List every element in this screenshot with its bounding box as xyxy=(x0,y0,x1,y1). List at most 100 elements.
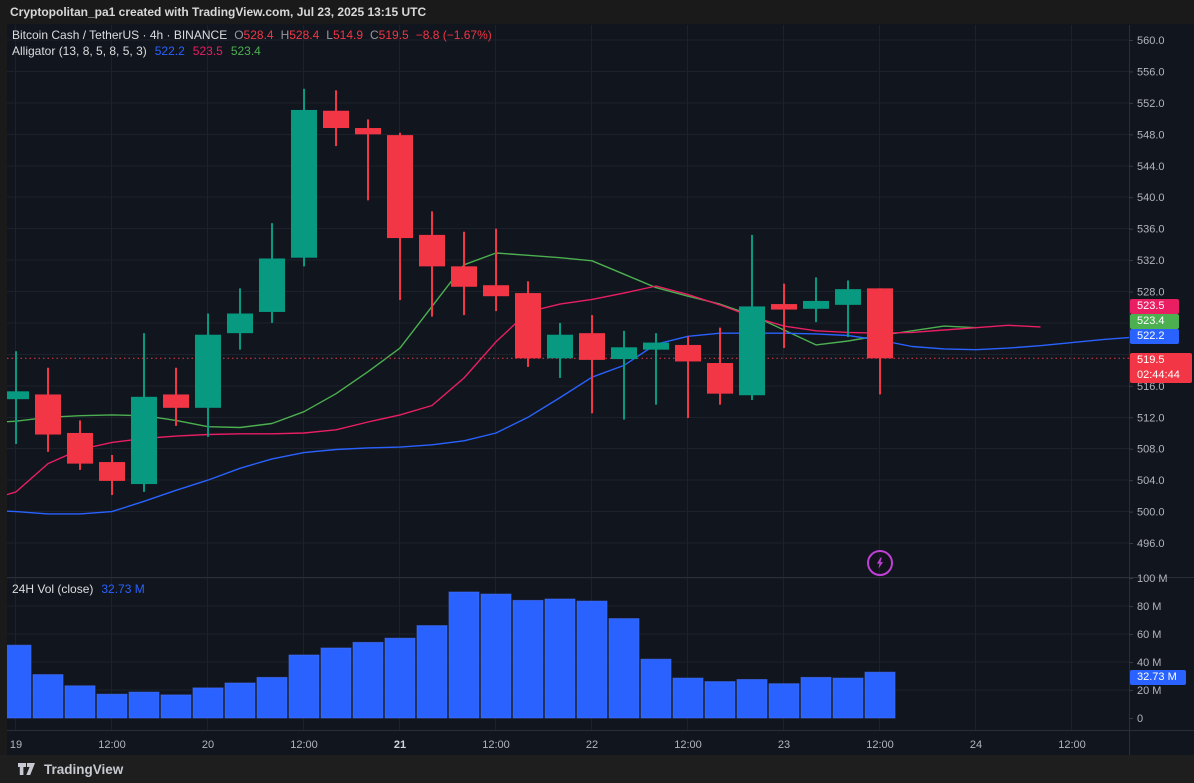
volume-value: 32.73 M xyxy=(101,582,145,596)
volume-bar[interactable] xyxy=(576,600,608,719)
last-price-value: 519.5 xyxy=(1137,354,1165,366)
alligator-lips-value: 523.4 xyxy=(230,44,261,58)
volume-bar[interactable] xyxy=(128,691,160,719)
price-axis-label: 552.0 xyxy=(1137,98,1165,110)
price-axis-label: 556.0 xyxy=(1137,66,1165,78)
volume-bar[interactable] xyxy=(416,625,448,719)
volume-bar[interactable] xyxy=(384,637,416,719)
volume-bar[interactable] xyxy=(512,599,544,719)
volume-axis-label: 100 M xyxy=(1137,573,1168,585)
volume-bar[interactable] xyxy=(864,671,896,719)
candle-body[interactable] xyxy=(867,288,893,359)
volume-indicator-title[interactable]: 24H Vol (close) xyxy=(12,582,94,596)
axis-labels[interactable]: 560.0 556.0 552.0 548.0 544.0 540.0 536.0 532.0… xyxy=(10,35,1168,751)
volume-bar[interactable] xyxy=(32,674,64,719)
time-axis-label: 12:00 xyxy=(866,739,894,751)
volume-bars-layer[interactable] xyxy=(1,591,896,719)
candle-body[interactable] xyxy=(739,306,765,396)
axis-frame xyxy=(7,25,1194,755)
time-axis-label: 12:00 xyxy=(482,739,510,751)
volume-bar[interactable] xyxy=(672,677,704,719)
candle-body[interactable] xyxy=(35,394,61,435)
candle-body[interactable] xyxy=(419,234,445,267)
candle-body[interactable] xyxy=(67,432,93,464)
volume-bar[interactable] xyxy=(288,654,320,719)
price-axis-label: 540.0 xyxy=(1137,192,1165,204)
volume-bar[interactable] xyxy=(352,641,384,719)
candle-body[interactable] xyxy=(611,347,637,360)
last-price-badge: 519.5 02:44:44 xyxy=(1130,353,1192,383)
volume-legend-row[interactable]: 24H Vol (close) 32.73 M xyxy=(12,582,145,596)
volume-bar[interactable] xyxy=(544,598,576,719)
candle-body[interactable] xyxy=(387,135,413,239)
alligator-indicator-title[interactable]: Alligator (13, 8, 5, 8, 5, 3) xyxy=(12,44,147,58)
volume-bar[interactable] xyxy=(640,658,672,719)
volume-bar[interactable] xyxy=(160,694,192,719)
time-axis-label: 23 xyxy=(778,739,790,751)
candle-body[interactable] xyxy=(451,266,477,287)
ohlc-low: L 514.9 xyxy=(326,28,363,42)
volume-bar[interactable] xyxy=(64,685,96,719)
volume-bar[interactable] xyxy=(192,687,224,719)
candle-body[interactable] xyxy=(99,462,125,481)
symbol-title[interactable]: Bitcoin Cash / TetherUS · 4h · BINANCE xyxy=(12,28,228,42)
price-axis-label: 528.0 xyxy=(1137,287,1165,299)
volume-bar[interactable] xyxy=(832,677,864,719)
candle-body[interactable] xyxy=(803,300,829,309)
candle-body[interactable] xyxy=(771,304,797,310)
candle-body[interactable] xyxy=(835,289,861,305)
volume-bar[interactable] xyxy=(1,644,32,719)
candle-body[interactable] xyxy=(515,293,541,359)
price-axis-label: 532.0 xyxy=(1137,255,1165,267)
candle-body[interactable] xyxy=(675,344,701,362)
tradingview-logo-icon[interactable] xyxy=(17,761,36,777)
candle-body[interactable] xyxy=(707,363,733,394)
volume-axis-label: 20 M xyxy=(1137,685,1161,697)
time-axis-label: 12:00 xyxy=(1058,739,1086,751)
volume-bar[interactable] xyxy=(448,591,480,719)
candle-body[interactable] xyxy=(579,333,605,360)
candle-body[interactable] xyxy=(227,313,253,334)
candle-body[interactable] xyxy=(131,396,157,485)
volume-bar[interactable] xyxy=(736,679,768,719)
candle-body[interactable] xyxy=(547,334,573,359)
volume-bar[interactable] xyxy=(480,593,512,719)
volume-bar[interactable] xyxy=(320,647,352,719)
candles-layer[interactable] xyxy=(3,88,893,496)
candle-body[interactable] xyxy=(323,110,349,129)
tradingview-brand[interactable]: TradingView xyxy=(44,761,124,777)
volume-bar[interactable] xyxy=(768,683,800,719)
candle-body[interactable] xyxy=(483,285,509,297)
price-axis-label: 536.0 xyxy=(1137,224,1165,236)
volume-bar[interactable] xyxy=(224,682,256,719)
volume-bar[interactable] xyxy=(608,618,640,719)
time-axis-label: 24 xyxy=(970,739,982,751)
left-frame-strip xyxy=(0,24,7,755)
time-axis-label: 19 xyxy=(10,739,22,751)
volume-bar[interactable] xyxy=(256,676,288,719)
volume-axis-label: 40 M xyxy=(1137,657,1161,669)
volume-axis-label: 80 M xyxy=(1137,601,1161,613)
candle-body[interactable] xyxy=(259,258,285,312)
candle-body[interactable] xyxy=(291,109,317,258)
volume-axis-badge: 32.73 M xyxy=(1130,670,1186,685)
volume-bar[interactable] xyxy=(704,681,736,719)
alligator-legend-row[interactable]: Alligator (13, 8, 5, 8, 5, 3) 522.2 523.… xyxy=(12,44,261,58)
page-title: Cryptopolitan_pa1 created with TradingVi… xyxy=(10,5,427,19)
candle-body[interactable] xyxy=(355,128,381,135)
price-axis-label: 512.0 xyxy=(1137,412,1165,424)
symbol-legend-row[interactable]: Bitcoin Cash / TetherUS · 4h · BINANCE O… xyxy=(12,28,492,42)
alligator-teeth-line xyxy=(7,285,1041,496)
candle-body[interactable] xyxy=(195,334,221,408)
candle-body[interactable] xyxy=(643,342,669,350)
candle-body[interactable] xyxy=(3,391,29,400)
candle-body[interactable] xyxy=(163,394,189,408)
lightning-event-marker[interactable] xyxy=(867,549,893,576)
volume-axis-label: 0 xyxy=(1137,713,1143,725)
price-axis-label: 560.0 xyxy=(1137,35,1165,47)
volume-bar[interactable] xyxy=(96,693,128,719)
volume-bar[interactable] xyxy=(800,676,832,719)
jaw-price-badge: 522.2 xyxy=(1130,329,1179,344)
ohlc-open: O 528.4 xyxy=(234,28,274,42)
